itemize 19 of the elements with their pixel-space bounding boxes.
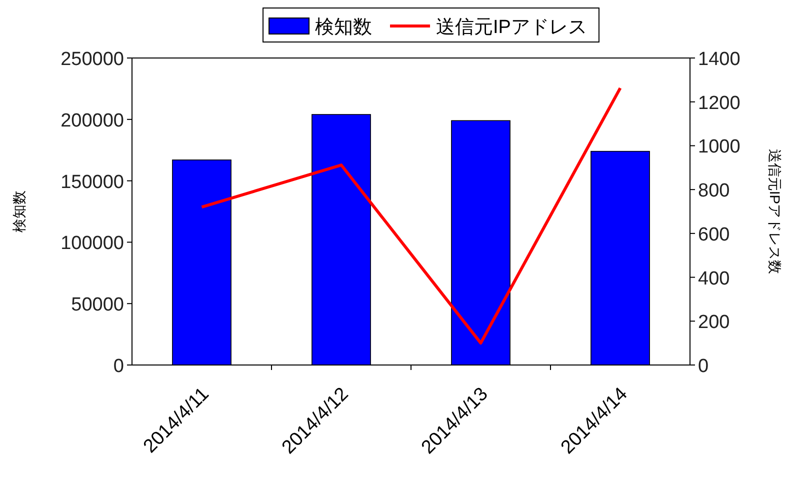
- y2-tick-label: 200: [698, 312, 730, 334]
- y-axis-title: 検知数: [11, 190, 27, 232]
- y2-tick-label: 800: [698, 180, 730, 202]
- y2-tick-label: 1200: [698, 92, 740, 114]
- y2-tick-label: 1400: [698, 49, 740, 70]
- y2-tick-label: 1000: [698, 136, 740, 158]
- legend-label: 送信元IPアドレス: [436, 17, 587, 38]
- y-tick-label: 200000: [60, 110, 124, 132]
- y-tick-label: 100000: [60, 233, 124, 254]
- y-tick-label: 150000: [60, 172, 124, 193]
- y2-axis-title: 送信元IPアドレス数: [767, 148, 783, 274]
- y2-tick-label: 600: [698, 224, 730, 246]
- y-tick-label: 50000: [71, 294, 124, 316]
- y-tick-label: 0: [113, 356, 124, 377]
- y2-tick-label: 400: [698, 268, 730, 290]
- y2-tick-label: 0: [698, 356, 709, 377]
- legend-label: 検知数: [315, 17, 372, 38]
- line-series: [200, 86, 622, 345]
- y-tick-label: 250000: [60, 49, 124, 70]
